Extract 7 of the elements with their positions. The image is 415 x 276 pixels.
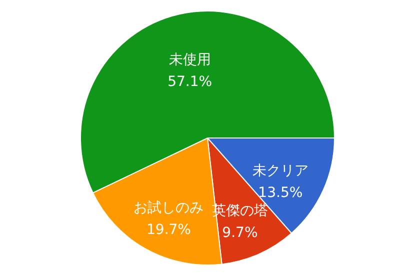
data-label: 9.7% xyxy=(222,225,258,242)
slice-label: 未クリア xyxy=(252,162,308,179)
slice-label: 未使用 xyxy=(168,52,211,68)
data-label: 19.7% xyxy=(146,222,191,238)
slice-label: お試しのみ xyxy=(134,200,204,216)
data-label: 57.1% xyxy=(168,74,212,90)
data-label: 13.5% xyxy=(258,184,303,201)
